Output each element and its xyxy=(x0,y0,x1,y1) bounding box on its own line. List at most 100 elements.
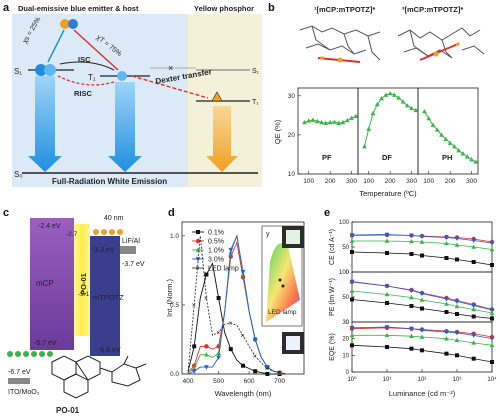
legend-label-2: 1.0% xyxy=(208,248,224,255)
legend-label-4: LED lamp xyxy=(208,266,239,273)
sublabel-ph: PH xyxy=(442,153,452,162)
x-tick-label-ph: 100 xyxy=(423,178,434,185)
qe-point-pf xyxy=(302,119,307,125)
spectrum-point-0 xyxy=(253,369,258,374)
po01-compound-label: PO-01 xyxy=(56,406,80,415)
spectrum-point-3 xyxy=(240,269,246,275)
triplet-formation-arrow xyxy=(73,29,119,71)
x-tick-label-df: 200 xyxy=(385,178,396,185)
pe-point-2 xyxy=(409,295,414,300)
qe-point-df xyxy=(392,92,397,97)
spectrum-point-3 xyxy=(252,337,258,342)
ce-y-tick-label: 0 xyxy=(346,270,350,276)
eqe-point-2 xyxy=(444,336,449,341)
risc-label: RISC xyxy=(74,89,93,98)
ce-y-tick-label: 100 xyxy=(339,220,350,226)
blocked-cross-icon: × xyxy=(168,63,173,73)
spectrum-point-0 xyxy=(216,296,221,300)
eqe-point-1 xyxy=(471,333,477,338)
eqe-point-2 xyxy=(471,340,477,345)
singlet-formation-arrow xyxy=(47,29,65,63)
mtpotz-layer xyxy=(90,236,120,356)
cathode-layer xyxy=(120,246,136,254)
panel-label-e: e xyxy=(324,207,330,219)
pe-point-2 xyxy=(384,292,390,297)
x-tick-label-df: 300 xyxy=(406,178,417,185)
spectrum-line-4 xyxy=(187,235,286,375)
pe-point-1 xyxy=(444,297,449,302)
pe-point-3 xyxy=(455,312,459,316)
ce-point-2 xyxy=(419,239,425,244)
qe-point-ph xyxy=(456,148,462,153)
cie-y-label: y xyxy=(266,231,270,238)
spectrum-x-tick-label: 400 xyxy=(183,378,194,385)
thickness-label: 40 nm xyxy=(104,215,124,222)
luminance-x-tick-label: 10³ xyxy=(453,377,462,383)
ce-point-3 xyxy=(455,257,459,262)
x-tick-label-ph: 200 xyxy=(445,178,456,185)
pe-point-2 xyxy=(419,297,425,302)
qe-point-ph xyxy=(426,115,432,121)
spectrum-point-4: × xyxy=(253,354,257,361)
spectrum-x-tick-label: 500 xyxy=(213,378,224,385)
qe-point-ph xyxy=(434,127,440,132)
pe-line-3 xyxy=(351,299,493,319)
qe-point-ph xyxy=(469,157,474,162)
eqe-point-3 xyxy=(420,348,424,353)
pe-y-tick-label: 100 xyxy=(339,270,350,276)
eqe-point-1 xyxy=(349,326,355,331)
legend-marker-1 xyxy=(195,238,201,244)
qe-point-pf xyxy=(327,119,333,125)
spectrum-line-0 xyxy=(187,262,286,375)
eqe-line-0 xyxy=(351,327,493,338)
singlet-exciton-icon xyxy=(35,64,47,76)
level-cathode: -3.7 eV xyxy=(122,261,145,268)
spectrum-point-0 xyxy=(241,363,245,368)
qe-ylabel: QE (%) xyxy=(273,119,282,144)
qe-point-pf xyxy=(319,119,324,125)
cie-gamut-shape xyxy=(266,243,300,322)
triplet-exciton-icon xyxy=(117,71,127,81)
po01-layer xyxy=(74,224,90,336)
po01-chemical-structure xyxy=(51,355,147,399)
luminance-x-tick-label: 10⁴ xyxy=(487,376,497,383)
spectrum-point-2 xyxy=(191,365,197,371)
panel-b: b ¹[mCP:mTPOTZ]* ³[mCP:mTPOTZ]* xyxy=(268,2,485,198)
spectrum-point-3 xyxy=(204,365,209,370)
t1-label-right: T₁ xyxy=(252,99,259,106)
ce-point-3 xyxy=(385,251,389,255)
ce-point-2 xyxy=(349,238,355,243)
qe-point-pf xyxy=(306,118,312,123)
level-mcp-lumo: -2.4 eV xyxy=(38,223,61,230)
qe-point-df xyxy=(374,101,380,107)
isc-label: ISC xyxy=(78,55,91,64)
spectrum-point-0 xyxy=(265,372,270,376)
qe-point-pf xyxy=(344,117,350,123)
sublabel-df: DF xyxy=(382,153,392,162)
qe-point-df xyxy=(387,90,393,96)
molecule-triplet-structure xyxy=(397,27,485,61)
ce-point-2 xyxy=(384,238,390,243)
eqe-line-2 xyxy=(352,334,493,346)
spectrum-line-3 xyxy=(187,234,286,375)
eqe-point-3 xyxy=(444,351,449,356)
s1-label-right: S₁ xyxy=(252,68,260,75)
t1-label-mid: T₁ xyxy=(88,73,96,82)
s1-label-left: S₁ xyxy=(14,67,22,76)
ce-line-1 xyxy=(351,234,493,244)
eqe-point-2 xyxy=(349,332,355,338)
qe-point-df xyxy=(383,92,389,97)
ce-line-2 xyxy=(352,240,493,250)
ce-point-3 xyxy=(350,250,354,254)
qe-xlabel: Temperature (ºC) xyxy=(359,189,417,198)
ce-y-tick-label: 50 xyxy=(342,245,349,251)
ce-point-3 xyxy=(420,253,424,258)
level-po01-homo: -5.1 xyxy=(78,291,90,298)
cie-inset: x y LED lamp xyxy=(261,225,304,354)
pe-point-3 xyxy=(420,306,424,311)
eqe-point-1 xyxy=(384,325,390,330)
level-mtpotz-homo: -6.4 eV xyxy=(98,347,121,354)
spectrum-point-3 xyxy=(228,247,234,253)
eqe-point-2 xyxy=(409,333,414,338)
qe-point-ph xyxy=(430,122,436,127)
